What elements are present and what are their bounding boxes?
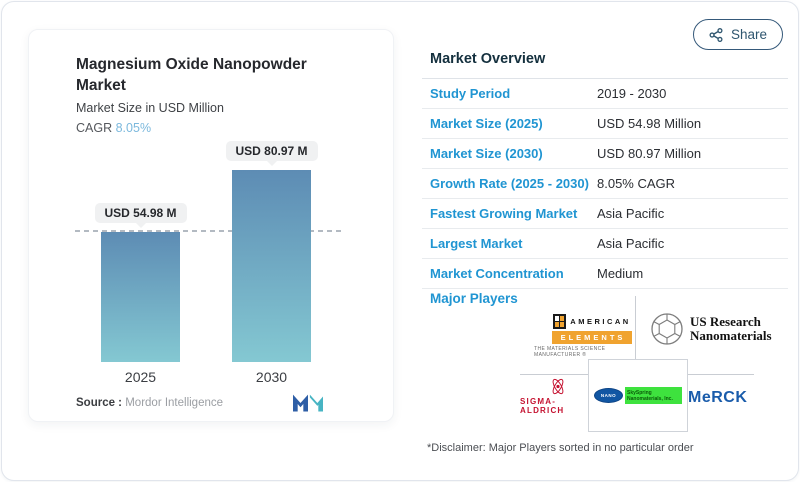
table-row-market-size-2030: Market Size (2030) USD 80.97 Million [422, 139, 788, 169]
table-row-market-concentration: Market Concentration Medium [422, 259, 788, 289]
disclaimer-text: *Disclaimer: Major Players sorted in no … [427, 442, 694, 454]
row-value: Asia Pacific [597, 206, 665, 221]
row-value: USD 54.98 Million [597, 116, 702, 131]
chart-title: Magnesium Oxide Nanopowder Market [76, 56, 307, 94]
divider-horizontal-left [520, 374, 588, 375]
share-button-label: Share [731, 27, 768, 42]
american-elements-tagline: THE MATERIALS SCIENCE MANUFACTURER ® [534, 346, 606, 358]
table-row-growth-rate: Growth Rate (2025 - 2030) 8.05% CAGR [422, 169, 788, 199]
table-row-largest-market: Largest Market Asia Pacific [422, 229, 788, 259]
sigma-aldrich-logo: SIGMA-ALDRICH [520, 378, 596, 415]
row-value: Asia Pacific [597, 236, 665, 251]
source-row: Source : Mordor Intelligence [76, 394, 323, 412]
row-label: Market Concentration [430, 266, 564, 281]
cagr-label: CAGR [76, 121, 113, 135]
us-research-line1: US Research [690, 314, 761, 329]
bar-value-text-2025: USD 54.98 M [104, 206, 177, 220]
x-axis-label-2030: 2030 [255, 369, 288, 385]
chart-card: Magnesium Oxide Nanopowder Market Market… [28, 29, 394, 422]
row-label: Growth Rate (2025 - 2030) [430, 176, 589, 191]
row-label: Study Period [430, 86, 511, 101]
american-elements-logo: AMERICAN ELEMENTS THE MATERIALS SCIENCE … [534, 314, 650, 358]
row-label: Largest Market [430, 236, 523, 251]
table-row-market-size-2025: Market Size (2025) USD 54.98 Million [422, 109, 788, 139]
source-value: Mordor Intelligence [125, 397, 224, 409]
sigma-atom-icon [552, 378, 564, 395]
chart-subtitle: Market Size in USD Million [76, 101, 224, 115]
us-research-line2: Nanomaterials [690, 328, 772, 343]
bar-2025[interactable] [101, 232, 180, 362]
bar-value-text-2030: USD 80.97 M [235, 144, 308, 158]
share-icon [709, 27, 723, 42]
sigma-aldrich-text: SIGMA-ALDRICH [520, 397, 565, 415]
american-elements-word2: ELEMENTS [551, 331, 633, 344]
divider-horizontal-right [686, 374, 754, 375]
american-elements-icon [553, 314, 567, 329]
source-label: Source : [76, 397, 123, 409]
row-value: 8.05% CAGR [597, 176, 676, 191]
major-players-label: Major Players [430, 291, 518, 306]
row-value: USD 80.97 Million [597, 146, 702, 161]
cagr-value: 8.05% [115, 121, 152, 135]
american-elements-word1: AMERICAN [570, 317, 631, 326]
divider-vertical [635, 296, 636, 359]
merck-logo: MeRCK [688, 389, 748, 406]
skyspring-nano-badge: NANO [594, 388, 623, 403]
us-research-nanomaterials-logo: US Research Nanomaterials [650, 312, 772, 346]
table-row-fastest-growing-market: Fastest Growing Market Asia Pacific [422, 199, 788, 229]
row-value: 2019 - 2030 [597, 86, 667, 101]
row-label: Market Size (2030) [430, 146, 543, 161]
share-button[interactable]: Share [693, 19, 784, 50]
x-axis-label-2025: 2025 [124, 369, 157, 385]
bar-value-label-2025: USD 54.98 M [94, 203, 187, 228]
table-row-study-period: Study Period 2019 - 2030 [422, 79, 788, 109]
overview-table: Study Period 2019 - 2030 Market Size (20… [422, 78, 788, 289]
bar-2030[interactable] [232, 170, 311, 362]
cagr-line: CAGR 8.05% [76, 121, 151, 135]
skyspring-text: SkySpring Nanomaterials, Inc. [625, 387, 682, 404]
row-value: Medium [597, 266, 644, 281]
row-label: Market Size (2025) [430, 116, 543, 131]
row-label: Fastest Growing Market [430, 206, 578, 221]
reference-dashed-line [75, 230, 341, 232]
buckyball-icon [651, 313, 683, 345]
overview-heading: Market Overview [430, 51, 546, 67]
mordor-intelligence-logo [293, 394, 323, 412]
skyspring-logo-box: NANO SkySpring Nanomaterials, Inc. [588, 359, 688, 432]
major-players-diagram: AMERICAN ELEMENTS THE MATERIALS SCIENCE … [422, 290, 788, 440]
bar-value-label-2030: USD 80.97 M [225, 141, 318, 166]
